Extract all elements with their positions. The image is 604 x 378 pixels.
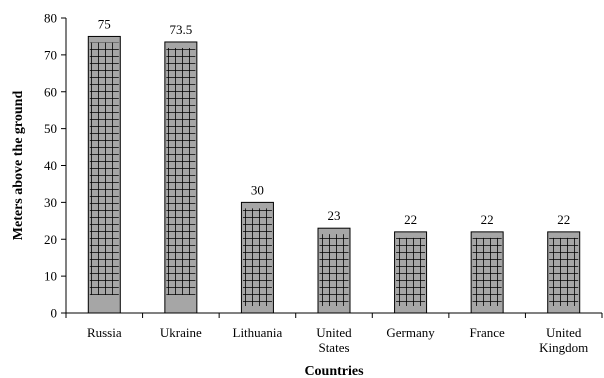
bar-outline bbox=[87, 35, 121, 314]
bar bbox=[547, 231, 581, 314]
data-label: 73.5 bbox=[169, 22, 192, 37]
bars bbox=[87, 35, 581, 314]
y-tick-label: 40 bbox=[44, 158, 57, 173]
x-tick-label: Russia bbox=[87, 325, 122, 340]
bar-hatch bbox=[396, 237, 426, 306]
bar bbox=[394, 231, 428, 314]
x-tick-label: Lithuania bbox=[233, 325, 283, 340]
x-axis-title: Countries bbox=[304, 364, 364, 378]
data-label: 22 bbox=[481, 212, 494, 227]
bar bbox=[317, 227, 351, 314]
bar-outline bbox=[240, 201, 274, 314]
y-tick-label: 50 bbox=[44, 121, 57, 136]
bar-outline bbox=[394, 231, 428, 314]
bar-hatch bbox=[549, 237, 579, 306]
bar-hatch bbox=[242, 208, 272, 306]
y-tick-label: 20 bbox=[44, 232, 57, 247]
y-tick-label: 60 bbox=[44, 84, 57, 99]
bar bbox=[470, 231, 504, 314]
y-tick-label: 80 bbox=[44, 11, 57, 26]
y-tick-label: 10 bbox=[44, 269, 57, 284]
bar bbox=[87, 35, 121, 314]
bar-hatch bbox=[319, 234, 349, 306]
data-label: 22 bbox=[404, 212, 417, 227]
bar bbox=[240, 201, 274, 314]
y-axis: 0 10 20 30 40 50 60 70 80 bbox=[44, 11, 67, 321]
bar-outline bbox=[547, 231, 581, 314]
data-label: 75 bbox=[98, 16, 111, 31]
x-tick-label: Ukraine bbox=[160, 325, 202, 340]
data-labels: 75 73.5 30 23 22 22 22 bbox=[98, 16, 570, 226]
data-label: 30 bbox=[251, 182, 264, 197]
bar-hatch bbox=[89, 42, 119, 295]
data-label: 22 bbox=[557, 212, 570, 227]
x-tick-label: United Kingdom bbox=[539, 325, 588, 355]
bar-outline bbox=[470, 231, 504, 314]
bar-hatch bbox=[166, 47, 196, 295]
y-tick-label: 70 bbox=[44, 47, 57, 62]
x-tick-label: Germany bbox=[386, 325, 435, 340]
bar-outline bbox=[317, 227, 351, 314]
y-tick-label: 30 bbox=[44, 195, 57, 210]
x-tick-label: France bbox=[469, 325, 505, 340]
bar-hatch bbox=[472, 237, 502, 306]
data-label: 23 bbox=[328, 208, 341, 223]
y-axis-title: Meters above the ground bbox=[11, 91, 26, 241]
x-tick-label: United States bbox=[316, 325, 352, 355]
x-axis: Russia Ukraine Lithuania United States German… bbox=[65, 312, 603, 355]
y-tick-label: 0 bbox=[51, 306, 58, 321]
bar bbox=[164, 41, 198, 314]
bar-outline bbox=[164, 41, 198, 314]
